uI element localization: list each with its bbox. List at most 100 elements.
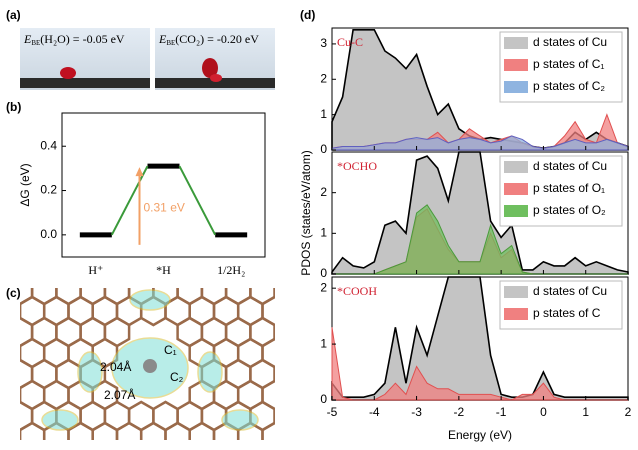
legend-label: d states of Cu bbox=[533, 159, 607, 173]
lattice bbox=[0, 444, 8, 450]
lattice bbox=[129, 444, 153, 450]
y-tick-label: 2 bbox=[320, 185, 327, 199]
lattice bbox=[263, 255, 287, 283]
x-tick-label: -3 bbox=[411, 405, 422, 419]
molecule bbox=[60, 67, 76, 79]
x-tick-label: -2 bbox=[454, 405, 465, 419]
pdos-curve bbox=[332, 204, 628, 275]
y-tick-label: 1 bbox=[320, 336, 327, 350]
panel-label: (d) bbox=[300, 8, 315, 22]
lattice bbox=[153, 444, 177, 450]
lattice bbox=[287, 423, 311, 450]
x-tick-label: -5 bbox=[327, 405, 338, 419]
lattice bbox=[20, 302, 22, 320]
binding-energy: EBE(H₂O) = -0.05 eV bbox=[23, 32, 125, 47]
panel-annotation: *COOH bbox=[337, 284, 377, 298]
panel-c bbox=[0, 255, 311, 450]
y-axis-label: ΔG (eV) bbox=[18, 163, 32, 206]
y-tick-label: 0.2 bbox=[40, 183, 57, 197]
lattice bbox=[0, 402, 8, 430]
y-tick-label: 1 bbox=[320, 107, 327, 121]
lattice bbox=[0, 318, 8, 346]
panel-label: (b) bbox=[6, 100, 21, 114]
lattice bbox=[287, 381, 311, 409]
lattice bbox=[275, 444, 299, 450]
lattice bbox=[202, 444, 226, 450]
legend-label: d states of Cu bbox=[533, 35, 607, 49]
charge-density bbox=[77, 351, 103, 393]
x-tick-label: 1/2H₂ bbox=[217, 263, 245, 277]
connector bbox=[178, 165, 217, 236]
lattice bbox=[273, 288, 275, 299]
atom-label: C₂ bbox=[170, 370, 184, 384]
lattice bbox=[273, 323, 275, 341]
lattice bbox=[105, 444, 129, 450]
lattice bbox=[44, 255, 68, 283]
y-tick-label: 0 bbox=[320, 266, 327, 280]
y-tick-label: 0 bbox=[320, 142, 327, 156]
panel-annotation: Cu-C bbox=[337, 35, 363, 49]
panel-label: (c) bbox=[6, 286, 21, 300]
molecule bbox=[210, 74, 222, 82]
legend-swatch bbox=[504, 37, 528, 49]
y-tick-label: 0.0 bbox=[40, 227, 57, 241]
legend-swatch bbox=[504, 59, 528, 71]
legend-label: p states of O₂ bbox=[533, 203, 606, 217]
legend-label: p states of O₁ bbox=[533, 181, 605, 195]
charge-density bbox=[41, 409, 79, 431]
lattice bbox=[261, 421, 275, 440]
legend-label: p states of C₂ bbox=[533, 79, 605, 93]
panel-c-labels: 2.04Å C₁ C₂ 2.07Å bbox=[100, 343, 184, 402]
y-tick-label: 1 bbox=[320, 226, 327, 240]
pdos-curve bbox=[331, 151, 629, 275]
charge-density bbox=[129, 289, 171, 311]
panel-annotation: *OCHO bbox=[337, 159, 377, 173]
lattice bbox=[250, 444, 274, 450]
y-tick-label: 3 bbox=[320, 36, 327, 50]
legend-swatch bbox=[504, 286, 528, 298]
plot-frame bbox=[61, 112, 266, 258]
lattice bbox=[287, 297, 311, 325]
y-tick-label: 2 bbox=[320, 71, 327, 85]
x-tick-label: 2 bbox=[625, 405, 632, 419]
arrow-head bbox=[135, 167, 144, 177]
y-tick-label: 0 bbox=[320, 392, 327, 406]
lattice bbox=[226, 444, 250, 450]
lattice bbox=[287, 339, 311, 367]
legend-swatch bbox=[504, 81, 528, 93]
pdos-curve bbox=[331, 135, 629, 151]
y-tick-label: 0.4 bbox=[40, 138, 57, 152]
panel-a: EBE(H₂O) = -0.05 eV EBE(CO₂) = -0.20 eV bbox=[20, 28, 275, 90]
lattice bbox=[0, 255, 20, 283]
x-tick-label: *H bbox=[156, 263, 171, 277]
charge-density bbox=[221, 409, 259, 431]
lattice bbox=[8, 444, 32, 450]
x-tick-label: 1 bbox=[582, 405, 589, 419]
x-tick-label: H⁺ bbox=[88, 263, 103, 277]
y-tick-label: 2 bbox=[320, 280, 327, 294]
annotation: 0.31 eV bbox=[144, 201, 185, 215]
graphene bbox=[155, 78, 275, 88]
molecule bbox=[202, 58, 218, 78]
lattice bbox=[20, 344, 22, 362]
x-tick-label: 0 bbox=[540, 405, 547, 419]
lattice bbox=[117, 255, 141, 283]
lattice bbox=[20, 386, 22, 404]
graphene bbox=[20, 78, 150, 88]
x-tick-label: -4 bbox=[369, 405, 380, 419]
lattice bbox=[273, 407, 275, 425]
lattice bbox=[0, 360, 8, 388]
connector bbox=[110, 165, 149, 236]
lattice bbox=[20, 428, 22, 440]
pdos-curve bbox=[331, 327, 628, 401]
legend-swatch bbox=[504, 183, 528, 195]
x-axis-label: Energy (eV) bbox=[448, 428, 512, 442]
lattice bbox=[81, 444, 105, 450]
lattice bbox=[56, 444, 80, 450]
lattice bbox=[32, 444, 56, 450]
legend-swatch bbox=[504, 205, 528, 217]
binding-energy: EBE(CO₂) = -0.20 eV bbox=[158, 32, 259, 47]
legend-swatch bbox=[504, 308, 528, 320]
y-axis-label: PDOS (states/eV/atom) bbox=[299, 150, 313, 275]
